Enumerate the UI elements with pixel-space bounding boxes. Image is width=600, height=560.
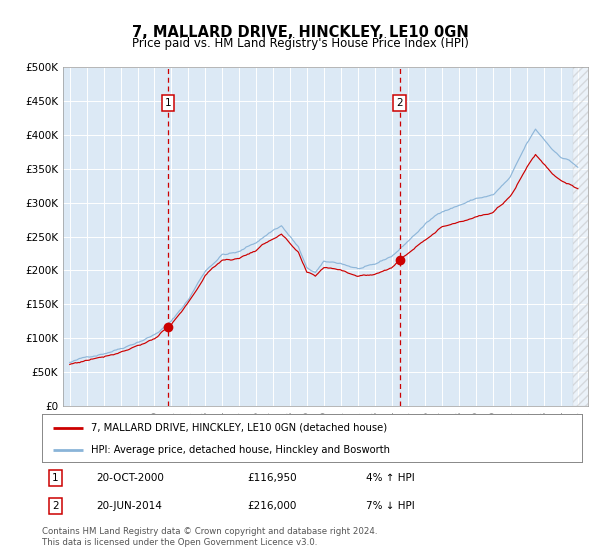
Text: 7, MALLARD DRIVE, HINCKLEY, LE10 0GN: 7, MALLARD DRIVE, HINCKLEY, LE10 0GN [131,25,469,40]
Text: £116,950: £116,950 [247,473,297,483]
Text: 1: 1 [52,473,59,483]
Text: 4% ↑ HPI: 4% ↑ HPI [366,473,415,483]
Text: 2: 2 [52,501,59,511]
Text: Price paid vs. HM Land Registry's House Price Index (HPI): Price paid vs. HM Land Registry's House … [131,37,469,50]
Text: Contains HM Land Registry data © Crown copyright and database right 2024.: Contains HM Land Registry data © Crown c… [42,528,377,536]
Text: 2: 2 [396,98,403,108]
Text: 20-OCT-2000: 20-OCT-2000 [96,473,164,483]
Text: 20-JUN-2014: 20-JUN-2014 [96,501,162,511]
Text: HPI: Average price, detached house, Hinckley and Bosworth: HPI: Average price, detached house, Hinc… [91,445,389,455]
Text: 7% ↓ HPI: 7% ↓ HPI [366,501,415,511]
Text: £216,000: £216,000 [247,501,296,511]
Text: 1: 1 [164,98,172,108]
Text: 7, MALLARD DRIVE, HINCKLEY, LE10 0GN (detached house): 7, MALLARD DRIVE, HINCKLEY, LE10 0GN (de… [91,423,387,433]
Text: This data is licensed under the Open Government Licence v3.0.: This data is licensed under the Open Gov… [42,538,317,547]
